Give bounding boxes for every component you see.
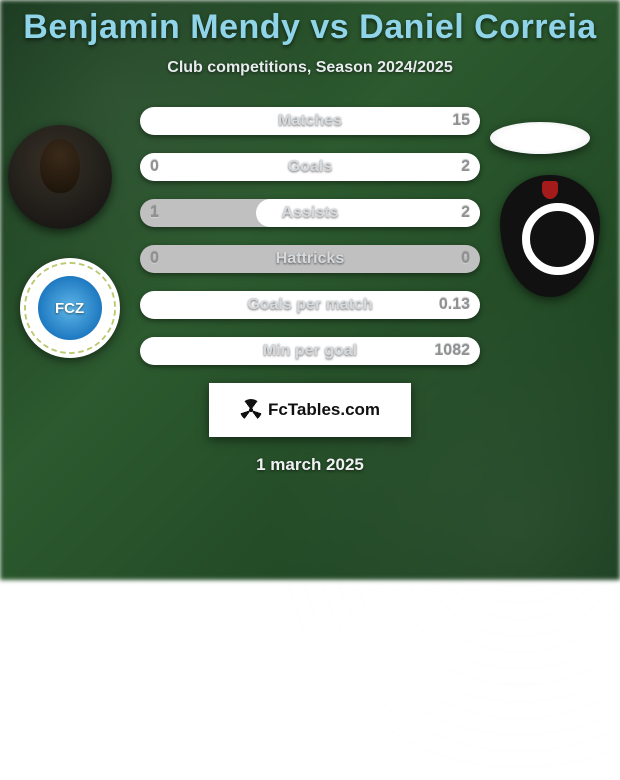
club-right-crest [500, 175, 600, 297]
ball-icon [240, 399, 262, 421]
stat-row: Matches15 [140, 107, 480, 135]
fctables-logo: FcTables.com [209, 383, 411, 437]
stat-value-right: 15 [452, 107, 470, 135]
stat-row: 0Goals2 [140, 153, 480, 181]
stat-row: 0Hattricks0 [140, 245, 480, 273]
stat-row: 1Assists2 [140, 199, 480, 227]
stat-value-right: 1082 [434, 337, 470, 365]
stat-row: Min per goal1082 [140, 337, 480, 365]
stat-label: Goals [140, 153, 480, 181]
stat-label: Min per goal [140, 337, 480, 365]
stat-row: Goals per match0.13 [140, 291, 480, 319]
player-left-avatar [8, 125, 112, 229]
stat-label: Goals per match [140, 291, 480, 319]
stat-value-right: 0 [461, 245, 470, 273]
stat-value-right: 0.13 [439, 291, 470, 319]
stat-value-right: 2 [461, 153, 470, 181]
footer-date: 1 march 2025 [0, 455, 620, 475]
stat-label: Hattricks [140, 245, 480, 273]
logo-text: FcTables.com [268, 400, 380, 420]
club-left-label: FCZ [55, 300, 84, 317]
subtitle: Club competitions, Season 2024/2025 [0, 59, 620, 77]
player-right-avatar [490, 122, 590, 154]
page-title: Benjamin Mendy vs Daniel Correia [0, 8, 620, 47]
stat-label: Matches [140, 107, 480, 135]
stats-panel: Matches150Goals21Assists20Hattricks0Goal… [140, 107, 480, 365]
stat-label: Assists [140, 199, 480, 227]
stat-value-right: 2 [461, 199, 470, 227]
